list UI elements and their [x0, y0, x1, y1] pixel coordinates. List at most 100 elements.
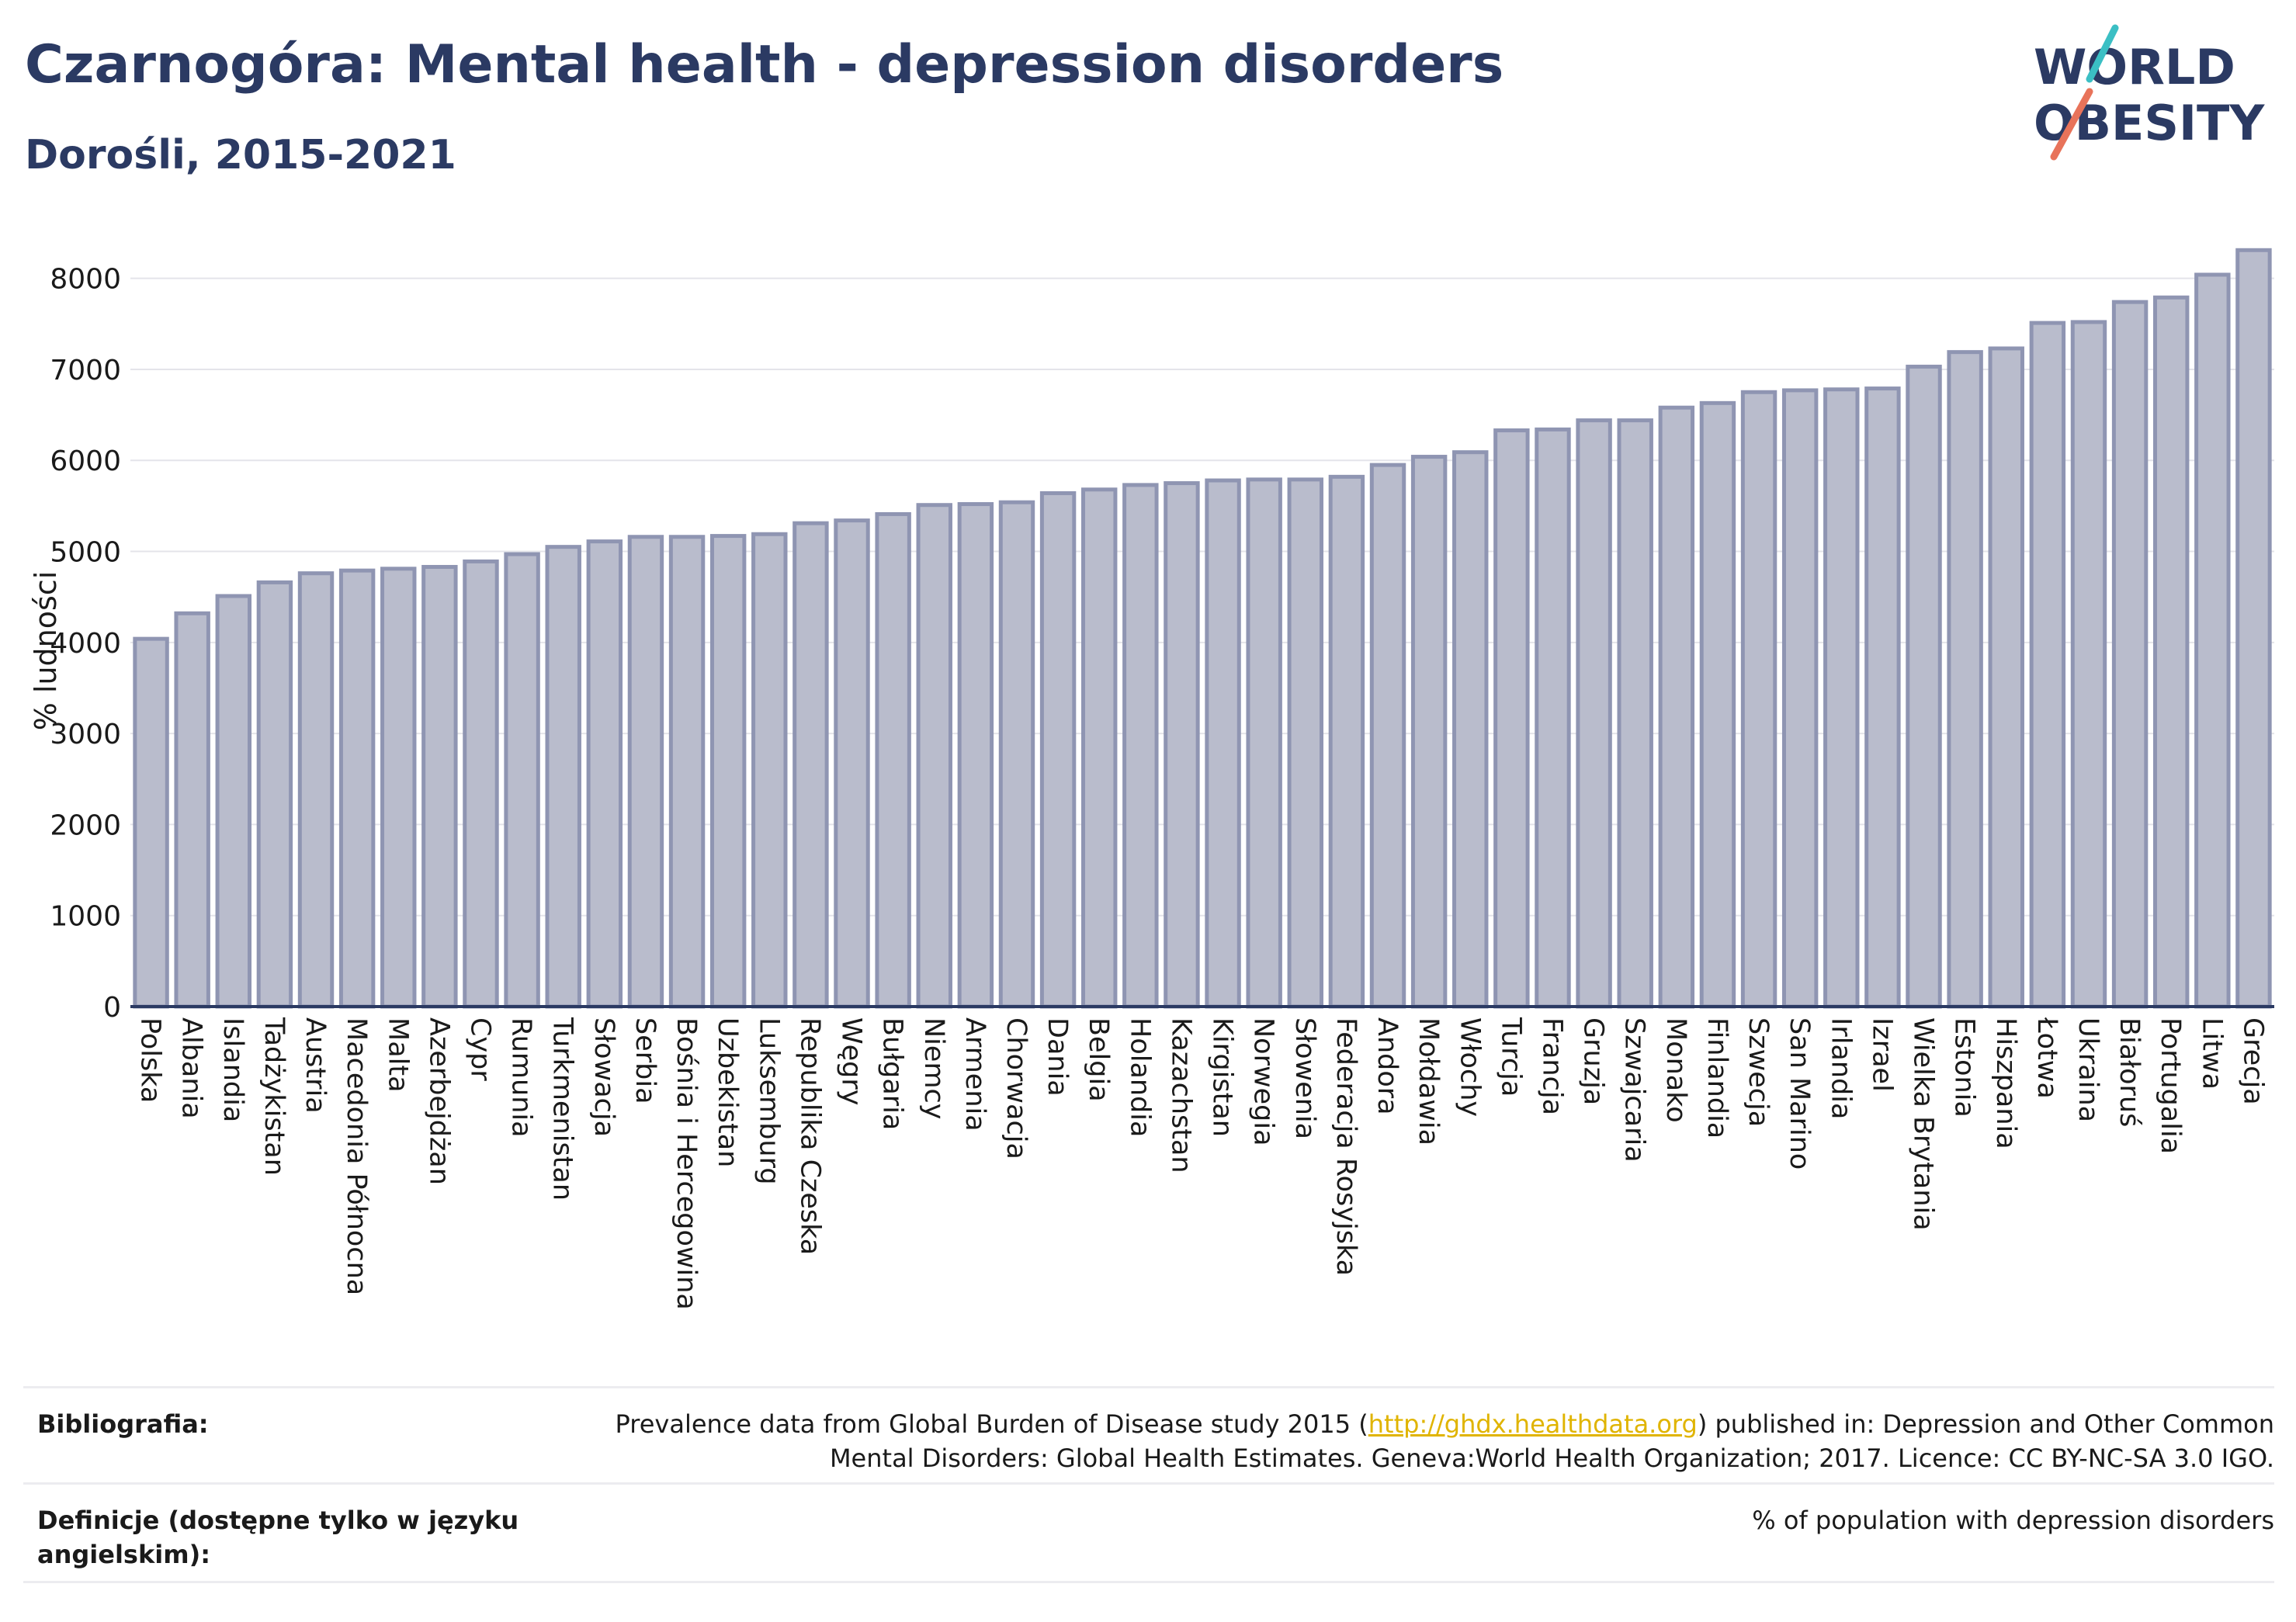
x-tick-label: Norwegia — [1248, 1017, 1279, 1146]
bar-słowacja — [586, 539, 623, 1009]
bar-izrael — [1864, 386, 1901, 1009]
bar-chorwacja — [998, 500, 1035, 1009]
chart-subtitle: Dorośli, 2015-2021 — [25, 132, 456, 178]
bar-turcja — [1493, 428, 1530, 1009]
x-tick-label: Irlandia — [1825, 1017, 1856, 1119]
x-tick-label: Holandia — [1124, 1017, 1155, 1137]
logo-slash-teal — [2086, 24, 2119, 83]
bar-luksemburg — [751, 532, 788, 1009]
bar-mołdawia — [1410, 455, 1448, 1009]
bar-san-marino — [1781, 388, 1819, 1009]
bar-belgia — [1080, 487, 1118, 1009]
x-tick-label: Białoruś — [2114, 1017, 2145, 1127]
x-tick-label: Węgry — [836, 1017, 867, 1105]
x-tick-label: Turkmenistan — [547, 1017, 578, 1201]
bar-włochy — [1452, 450, 1489, 1009]
bar-francja — [1535, 427, 1571, 1009]
x-tick-label: Serbia — [629, 1017, 661, 1104]
x-tick-label: Gruzja — [1578, 1017, 1609, 1105]
x-tick-label: Bośnia i Hercegowina — [671, 1017, 702, 1310]
x-tick-label: Uzbekistan — [712, 1017, 743, 1167]
definitions-label: Definicje (dostępne tylko w języku angie… — [37, 1503, 519, 1572]
x-tick-label: Tadżykistan — [258, 1017, 290, 1176]
x-tick-label: Łotwa — [2031, 1017, 2062, 1099]
bar-estonia — [1947, 350, 1983, 1009]
x-tick-label: Mołdawia — [1413, 1017, 1444, 1145]
y-tick-label: 4000 — [50, 628, 121, 660]
logo-text-world: WORLD — [2034, 39, 2235, 95]
bar-bułgaria — [875, 511, 911, 1009]
footer-definitions-row: Definicje (dostępne tylko w języku angie… — [23, 1482, 2274, 1583]
x-tick-label: Polska — [135, 1017, 166, 1103]
bar-bośnia-i-hercegowina — [668, 535, 706, 1009]
x-tick-label: Andora — [1372, 1017, 1403, 1115]
bar-azerbejdżan — [421, 564, 458, 1009]
bar-monako — [1658, 405, 1695, 1009]
x-tick-label: Azerbejdżan — [423, 1017, 454, 1185]
bar-niemcy — [916, 503, 952, 1009]
x-tick-label: Islandia — [217, 1017, 248, 1122]
x-tick-label: Albania — [176, 1017, 207, 1119]
y-axis-label: % ludności — [29, 571, 63, 731]
y-tick-label: 7000 — [50, 355, 121, 386]
y-tick-label: 1000 — [50, 901, 121, 933]
bar-holandia — [1122, 483, 1159, 1009]
bar-hiszpania — [1988, 346, 2024, 1009]
bar-tadżykistan — [256, 580, 293, 1009]
bar-norwegia — [1246, 477, 1282, 1009]
bar-litwa — [2194, 272, 2231, 1009]
x-tick-label: Luksemburg — [753, 1017, 784, 1185]
y-tick-label: 2000 — [50, 809, 121, 841]
x-tick-label: Chorwacja — [1001, 1017, 1032, 1159]
bibliography-label: Bibliografia: — [37, 1409, 209, 1439]
bar-austria — [297, 571, 335, 1009]
x-tick-label: Kazachstan — [1165, 1017, 1196, 1173]
bar-słowenia — [1287, 477, 1324, 1009]
bar-gruzja — [1576, 418, 1612, 1009]
x-tick-label: Estonia — [1949, 1017, 1980, 1118]
chart-title: Czarnogóra: Mental health - depression d… — [25, 34, 1504, 95]
bibliography-pre: Prevalence data from Global Burden of Di… — [615, 1409, 1368, 1439]
x-tick-label: Słowenia — [1289, 1017, 1320, 1139]
logo-slash-coral — [2050, 88, 2093, 161]
bar-kazachstan — [1164, 481, 1200, 1009]
bibliography-link[interactable]: http://ghdx.healthdata.org — [1368, 1409, 1698, 1439]
y-tick-label: 0 — [103, 992, 121, 1024]
x-tick-label: Szwecja — [1743, 1017, 1774, 1127]
bar-malta — [380, 567, 417, 1009]
bar-islandia — [215, 594, 252, 1009]
world-obesity-logo: WORLD OBESITY — [2034, 24, 2265, 161]
x-tick-label: Ukraina — [2072, 1017, 2104, 1122]
x-tick-label: Portugalia — [2155, 1017, 2186, 1154]
bar-białoruś — [2111, 300, 2149, 1009]
x-tick-label: Włochy — [1454, 1017, 1485, 1117]
x-tick-label: Francja — [1536, 1017, 1567, 1115]
x-tick-label: Litwa — [2196, 1017, 2227, 1090]
bar-federacja-rosyjska — [1328, 474, 1365, 1009]
x-tick-label: Słowacja — [588, 1017, 619, 1137]
definitions-label-line1: Definicje (dostępne tylko w języku — [37, 1506, 519, 1535]
x-tick-label: San Marino — [1784, 1017, 1815, 1170]
x-axis-ticks: Polska Albania Islandia Tadżykistan Austria M… — [135, 1017, 2269, 1310]
bar-macedonia-północna — [338, 568, 376, 1009]
x-tick-label: Wielka Brytania — [1908, 1017, 1939, 1231]
x-tick-label: Malta — [382, 1017, 413, 1093]
footer-bibliography-row: Bibliografia: Prevalence data from Globa… — [23, 1386, 2274, 1485]
x-tick-label: Republika Czeska — [794, 1017, 825, 1255]
x-tick-label: Federacja Rosyjska — [1330, 1017, 1361, 1276]
bar-węgry — [834, 518, 870, 1009]
bar-szwecja — [1740, 390, 1777, 1009]
x-tick-label: Grecja — [2237, 1017, 2268, 1105]
bar-wielka-brytania — [1906, 364, 1942, 1009]
bar-albania — [174, 611, 210, 1009]
bar-armenia — [957, 502, 994, 1009]
bar-dania — [1039, 490, 1077, 1009]
y-axis-ticks: 0 1000 2000 3000 4000 5000 6000 7000 8000 — [50, 264, 121, 1024]
bar-polska — [133, 636, 169, 1009]
bar-irlandia — [1823, 387, 1860, 1009]
x-tick-label: Belgia — [1083, 1017, 1114, 1102]
bibliography-text: Prevalence data from Global Burden of Di… — [616, 1407, 2274, 1475]
x-tick-label: Rumunia — [506, 1017, 537, 1138]
bar-portugalia — [2152, 295, 2190, 1009]
bar-chart: 0 1000 2000 3000 4000 5000 6000 7000 8000 Polska… — [29, 248, 2274, 1310]
